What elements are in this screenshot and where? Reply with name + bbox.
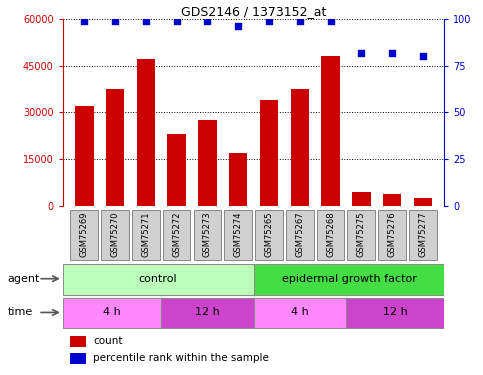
Title: GDS2146 / 1373152_at: GDS2146 / 1373152_at (181, 4, 326, 18)
FancyBboxPatch shape (63, 264, 254, 295)
Bar (106, 89, 124, 206)
Text: 12 h: 12 h (195, 308, 220, 318)
Text: GSM75273: GSM75273 (203, 211, 212, 257)
FancyBboxPatch shape (346, 298, 444, 328)
FancyBboxPatch shape (409, 210, 437, 260)
Point (296, 18, 304, 24)
Bar (383, 194, 401, 206)
Text: GSM75272: GSM75272 (172, 211, 181, 257)
Bar (198, 120, 217, 206)
Point (203, 18, 211, 24)
Text: GSM75265: GSM75265 (265, 211, 273, 257)
Text: GSM75268: GSM75268 (326, 211, 335, 257)
Text: GSM75274: GSM75274 (234, 211, 242, 257)
Point (234, 23, 242, 29)
FancyBboxPatch shape (378, 210, 406, 260)
Bar (321, 56, 340, 206)
FancyBboxPatch shape (101, 210, 129, 260)
Text: GSM75269: GSM75269 (80, 211, 89, 257)
Text: count: count (93, 336, 123, 346)
FancyBboxPatch shape (63, 298, 161, 328)
FancyBboxPatch shape (347, 210, 375, 260)
Text: control: control (139, 274, 177, 284)
Text: GSM75277: GSM75277 (418, 211, 427, 257)
Bar (71, 336, 85, 347)
Text: 4 h: 4 h (103, 308, 121, 318)
Text: 4 h: 4 h (291, 308, 309, 318)
FancyBboxPatch shape (317, 210, 344, 260)
Bar (413, 198, 432, 206)
FancyBboxPatch shape (255, 210, 283, 260)
FancyBboxPatch shape (161, 298, 254, 328)
Text: epidermal growth factor: epidermal growth factor (282, 274, 416, 284)
Bar (229, 153, 247, 206)
Text: agent: agent (7, 274, 40, 284)
FancyBboxPatch shape (254, 264, 444, 295)
FancyBboxPatch shape (71, 210, 98, 260)
Text: time: time (7, 308, 33, 318)
FancyBboxPatch shape (132, 210, 160, 260)
Point (327, 18, 334, 24)
Point (419, 53, 426, 59)
Text: GSM75267: GSM75267 (295, 211, 304, 257)
FancyBboxPatch shape (254, 298, 346, 328)
Text: percentile rank within the sample: percentile rank within the sample (93, 353, 269, 363)
Text: GSM75271: GSM75271 (142, 211, 150, 257)
Point (173, 18, 181, 24)
Point (357, 50, 365, 55)
Text: GSM75275: GSM75275 (357, 211, 366, 257)
Bar (137, 59, 155, 206)
Point (81, 18, 88, 24)
Text: 12 h: 12 h (383, 308, 408, 318)
Bar (352, 192, 370, 206)
Bar (260, 100, 278, 206)
Bar (75, 106, 94, 206)
Point (142, 18, 150, 24)
FancyBboxPatch shape (163, 210, 190, 260)
Point (265, 18, 273, 24)
Bar (71, 352, 85, 364)
FancyBboxPatch shape (286, 210, 313, 260)
Text: GSM75276: GSM75276 (387, 211, 397, 257)
Point (111, 18, 119, 24)
Bar (290, 89, 309, 206)
FancyBboxPatch shape (194, 210, 221, 260)
Text: GSM75270: GSM75270 (111, 211, 120, 257)
Point (388, 50, 396, 55)
Bar (168, 134, 186, 206)
FancyBboxPatch shape (224, 210, 252, 260)
